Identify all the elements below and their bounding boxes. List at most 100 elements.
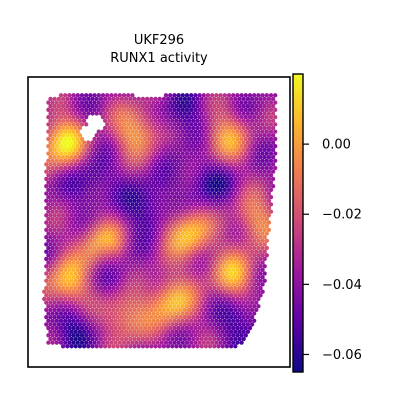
tissue-spot <box>176 311 181 316</box>
tissue-spot <box>210 245 215 251</box>
tissue-spot <box>212 104 217 109</box>
tissue-spot <box>224 154 230 160</box>
tissue-spot <box>58 129 64 134</box>
tissue-spot <box>186 322 192 327</box>
tissue-spot <box>136 271 141 276</box>
tissue-spot <box>50 158 55 163</box>
tissue-spot <box>69 154 74 160</box>
tissue-spot <box>260 209 265 214</box>
tissue-spot <box>119 104 125 109</box>
tissue-spot <box>189 340 194 345</box>
tissue-spot <box>109 151 114 156</box>
tissue-spot <box>252 231 257 236</box>
tissue-spot <box>126 231 131 236</box>
tissue-spot <box>90 249 95 254</box>
tissue-spot <box>50 245 55 251</box>
tissue-spot <box>86 344 91 349</box>
tissue-spot <box>193 180 198 185</box>
tissue-spot <box>203 125 209 131</box>
tissue-spot <box>88 151 93 156</box>
tissue-spot <box>268 180 274 185</box>
tissue-spot <box>249 205 255 211</box>
tissue-spot <box>46 340 51 345</box>
tissue-spot <box>220 213 225 218</box>
tissue-spot <box>44 285 49 291</box>
tissue-spot <box>65 104 70 109</box>
tissue-spot <box>102 162 108 167</box>
tissue-spot <box>159 231 164 236</box>
tissue-spot <box>138 260 143 265</box>
tissue-spot <box>241 169 246 174</box>
tissue-spot <box>174 198 179 203</box>
tissue-spot <box>256 260 261 265</box>
tissue-spot <box>197 107 202 112</box>
tissue-spot <box>98 336 104 342</box>
tissue-spot <box>191 264 196 269</box>
tissue-spot <box>144 271 150 276</box>
tissue-spot <box>121 114 127 120</box>
tissue-spot <box>262 184 267 189</box>
tissue-spot <box>142 231 148 236</box>
tissue-spot <box>94 184 99 189</box>
tissue-spot <box>98 191 104 196</box>
tissue-spot <box>201 165 206 171</box>
tissue-spot <box>161 147 167 152</box>
tissue-spot <box>178 329 183 334</box>
tissue-spot <box>222 253 227 258</box>
tissue-spot <box>210 260 215 265</box>
tissue-spot <box>123 234 129 240</box>
tissue-spot <box>176 304 181 309</box>
tissue-spot <box>144 104 150 109</box>
tissue-spot <box>96 165 101 171</box>
tissue-spot <box>172 340 177 345</box>
tissue-spot <box>155 245 160 251</box>
tissue-spot <box>216 322 221 327</box>
tissue-spot <box>73 329 78 334</box>
tissue-spot <box>126 107 131 112</box>
tissue-spot <box>69 118 74 123</box>
tissue-spot <box>147 253 152 258</box>
tissue-spot <box>98 220 104 225</box>
tissue-spot <box>73 220 78 225</box>
tissue-spot <box>245 307 251 313</box>
tissue-spot <box>218 311 223 316</box>
tissue-spot <box>121 194 127 200</box>
tissue-spot <box>228 285 234 291</box>
tissue-spot <box>176 209 181 214</box>
tissue-spot <box>182 264 188 269</box>
tissue-spot <box>115 169 120 174</box>
tissue-spot <box>75 282 80 287</box>
tissue-spot <box>56 118 62 123</box>
tissue-spot <box>107 234 112 240</box>
tissue-spot <box>111 96 116 102</box>
tissue-spot <box>195 140 200 145</box>
tissue-spot <box>100 325 106 331</box>
tissue-spot <box>197 114 202 120</box>
tissue-spot <box>176 325 181 331</box>
tissue-spot <box>147 238 152 243</box>
tissue-spot <box>147 194 152 200</box>
tissue-spot <box>98 198 104 203</box>
tissue-spot <box>157 249 162 254</box>
tissue-spot <box>241 307 246 313</box>
tissue-spot <box>233 242 238 247</box>
tissue-spot <box>157 147 162 152</box>
tissue-spot <box>81 176 87 182</box>
tissue-spot <box>81 147 87 152</box>
tissue-spot <box>201 245 206 251</box>
tissue-spot <box>119 133 125 138</box>
tissue-spot <box>176 340 181 345</box>
tissue-spot <box>138 224 143 229</box>
tissue-spot <box>153 176 158 182</box>
tissue-spot <box>165 336 171 342</box>
tissue-spot <box>182 96 188 102</box>
tissue-spot <box>132 249 137 254</box>
tissue-spot <box>48 133 53 138</box>
tissue-spot <box>266 125 272 131</box>
tissue-spot <box>249 314 255 320</box>
tissue-spot <box>107 271 112 276</box>
tissue-spot <box>121 325 127 331</box>
tissue-spot <box>94 256 99 262</box>
tissue-spot <box>264 238 269 243</box>
tissue-spot <box>214 100 219 105</box>
